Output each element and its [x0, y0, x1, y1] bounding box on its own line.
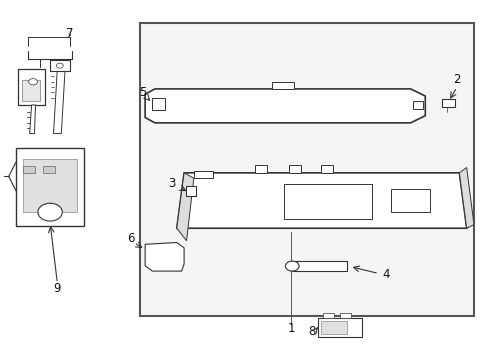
Bar: [320, 165, 333, 173]
Text: 3: 3: [168, 177, 175, 190]
Polygon shape: [177, 173, 194, 241]
Bar: [284, 184, 372, 219]
Text: 8: 8: [309, 325, 316, 338]
Bar: [340, 312, 351, 318]
Bar: [22, 80, 40, 102]
Bar: [19, 69, 45, 105]
Bar: [320, 321, 347, 334]
Polygon shape: [145, 89, 425, 123]
Text: 7: 7: [66, 27, 74, 40]
Bar: [43, 166, 55, 173]
Bar: [16, 148, 84, 226]
Text: 4: 4: [383, 268, 390, 281]
Text: 2: 2: [453, 73, 461, 86]
Text: 9: 9: [54, 283, 61, 296]
Polygon shape: [177, 173, 466, 228]
Bar: [186, 186, 196, 196]
Polygon shape: [30, 105, 35, 134]
Bar: [140, 23, 474, 316]
Bar: [323, 312, 334, 318]
Polygon shape: [53, 67, 65, 134]
Bar: [318, 318, 362, 337]
Bar: [152, 98, 165, 111]
Bar: [291, 261, 347, 271]
Bar: [24, 158, 77, 212]
Bar: [194, 171, 213, 178]
Bar: [413, 102, 423, 109]
Circle shape: [29, 78, 37, 85]
Bar: [255, 165, 267, 173]
Text: 5: 5: [139, 86, 147, 99]
Polygon shape: [145, 243, 184, 271]
Circle shape: [56, 63, 63, 68]
Bar: [391, 189, 430, 212]
Text: 1: 1: [288, 322, 295, 335]
Bar: [24, 166, 35, 173]
Bar: [289, 165, 301, 173]
Bar: [50, 60, 70, 71]
Bar: [272, 82, 294, 89]
Bar: [442, 99, 455, 108]
Circle shape: [286, 261, 299, 271]
Text: 6: 6: [127, 233, 134, 246]
Polygon shape: [460, 167, 474, 228]
Circle shape: [38, 203, 62, 221]
